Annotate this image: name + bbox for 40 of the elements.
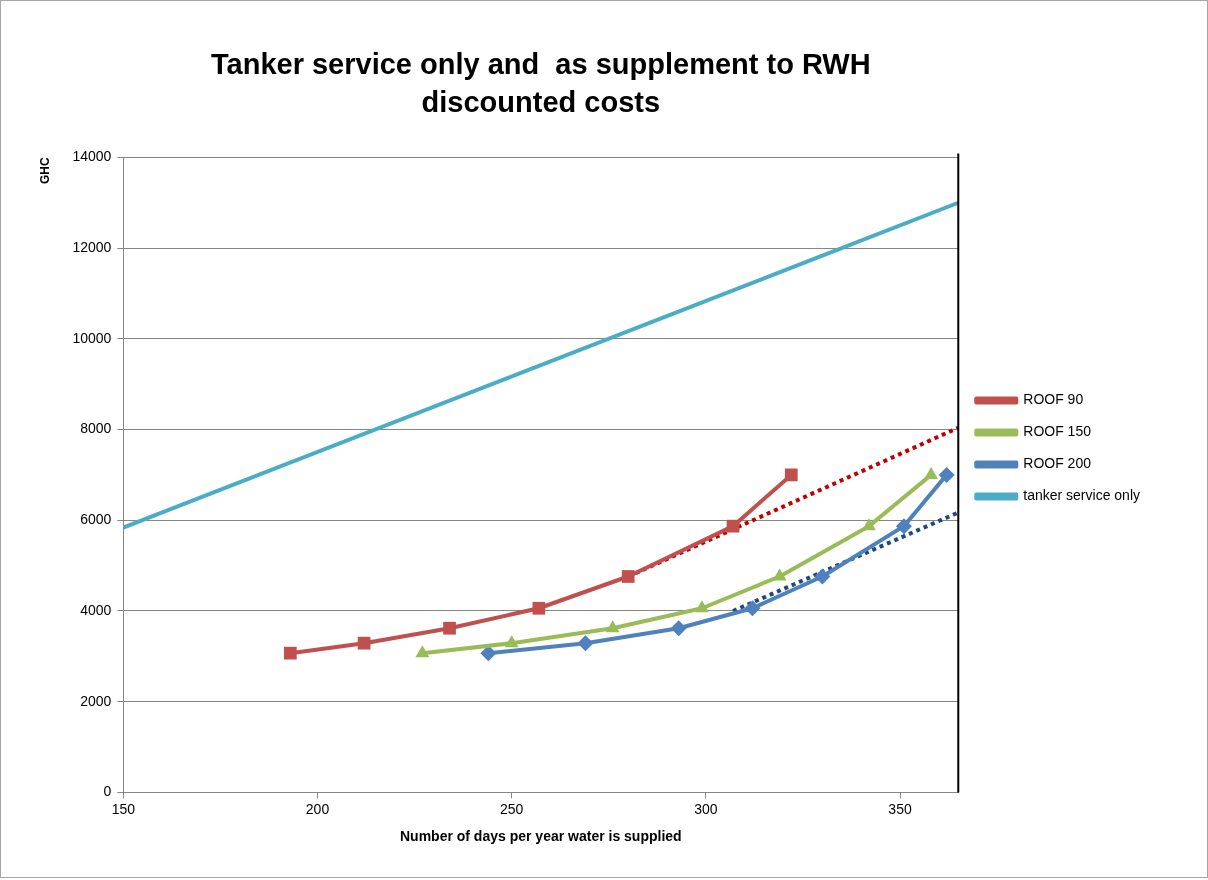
y-tick-label: 14000 — [72, 148, 112, 165]
point — [357, 636, 371, 650]
point — [577, 635, 594, 652]
point — [695, 600, 709, 613]
legend-label: ROOF 200 — [1023, 455, 1092, 472]
point — [605, 620, 620, 633]
point — [814, 568, 831, 585]
x-axis-title: Number of days per year water is supplied — [399, 828, 682, 845]
point — [283, 646, 297, 660]
y-tick-label: 10000 — [72, 329, 112, 346]
legend-label: tanker service only — [1023, 487, 1140, 504]
point — [670, 620, 687, 637]
point — [504, 635, 519, 648]
x-tick-label: 150 — [111, 800, 136, 817]
chart-title: Tanker service only and as supplement to RWH discounted costs — [210, 47, 871, 118]
y-tick-label: 4000 — [80, 601, 112, 618]
point — [784, 468, 798, 482]
x-tick-label: 300 — [694, 800, 718, 817]
y-tick-label: 8000 — [80, 420, 112, 437]
legend-label: ROOF 150 — [1023, 423, 1092, 440]
point — [443, 621, 456, 635]
y-tick-label: 12000 — [72, 238, 112, 255]
point — [938, 466, 955, 483]
x-tick-label: 200 — [305, 800, 330, 817]
point — [726, 519, 740, 533]
point — [480, 645, 497, 662]
point — [744, 600, 761, 617]
point — [895, 518, 912, 535]
y-tick-label: 2000 — [80, 692, 112, 709]
point — [621, 570, 635, 583]
y-tick-label: 6000 — [80, 511, 112, 528]
y-axis-title: GHC — [37, 157, 52, 185]
x-tick-label: 350 — [888, 800, 912, 817]
point — [862, 518, 876, 531]
legend-label: ROOF 90 — [1023, 391, 1084, 408]
x-tick-label: 250 — [500, 800, 524, 817]
point — [772, 568, 787, 581]
point — [415, 645, 430, 658]
point — [532, 601, 546, 615]
y-tick-label: 0 — [103, 783, 112, 800]
